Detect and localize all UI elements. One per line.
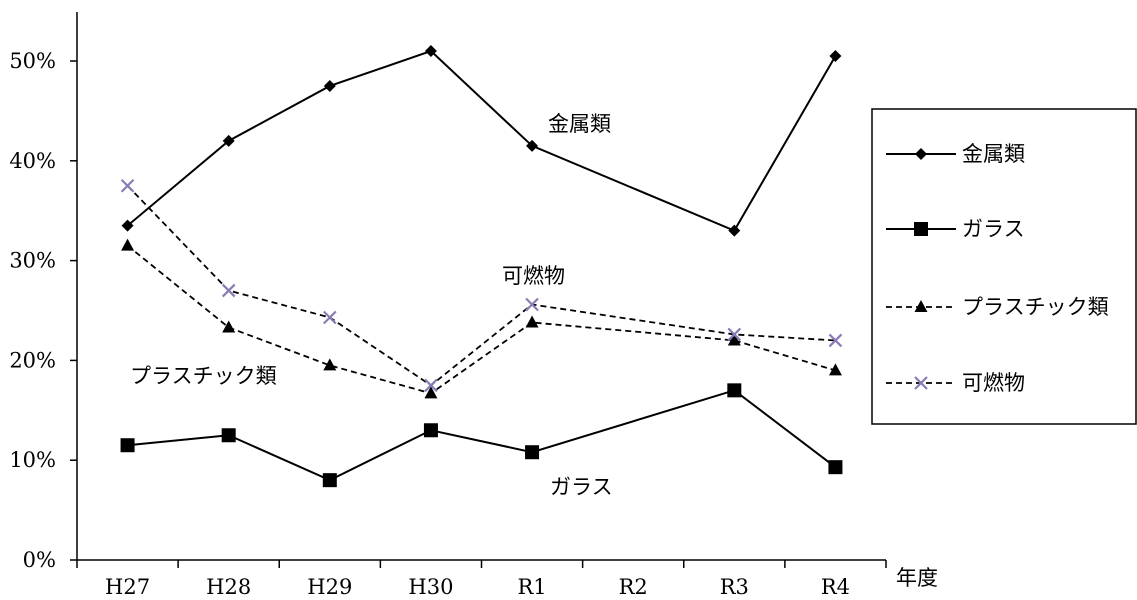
data-point	[525, 445, 540, 460]
data-point	[222, 320, 236, 333]
data-point	[424, 378, 438, 393]
data-point	[222, 134, 235, 147]
data-point	[120, 438, 135, 453]
data-point	[322, 473, 337, 488]
series-1	[120, 383, 843, 488]
legend-marker	[914, 376, 928, 390]
x-tick-label: R2	[619, 575, 648, 599]
y-tick-label: 10%	[9, 448, 56, 472]
data-point	[423, 423, 438, 438]
legend-label: ガラス	[962, 217, 1025, 241]
y-tick-label: 50%	[9, 49, 56, 73]
data-point	[828, 333, 843, 348]
x-tick-label: H30	[408, 575, 453, 599]
data-point	[525, 315, 539, 328]
series-annotation: 可燃物	[502, 264, 565, 288]
series-0	[121, 45, 842, 237]
legend-box	[871, 108, 1137, 425]
data-point	[525, 297, 539, 312]
data-point	[221, 428, 236, 443]
x-tick-label: R4	[821, 575, 850, 599]
series-3	[120, 178, 843, 393]
data-point	[121, 238, 135, 251]
x-tick-label: H28	[206, 575, 251, 599]
legend-marker	[914, 222, 928, 236]
data-point	[424, 45, 437, 58]
legend-marker	[914, 300, 928, 312]
axes: 0% 10% 20% 30% 40% 50% H27 H28 H29 H30 R1 R2 R3 R4 年度	[9, 12, 938, 599]
x-tick-label: H27	[105, 575, 150, 599]
data-point	[323, 310, 337, 325]
x-axis-title: 年度	[896, 566, 938, 590]
legend-item: 可燃物	[886, 371, 1025, 395]
data-point	[424, 386, 438, 399]
legend-item: プラスチック類	[886, 295, 1109, 319]
series-annotation: プラスチック類	[130, 364, 277, 388]
data-point	[828, 460, 843, 475]
legend-item: ガラス	[886, 217, 1025, 241]
legend-item: 金属類	[886, 142, 1025, 166]
data-point	[727, 333, 741, 346]
data-point	[323, 358, 337, 371]
legend-label: 可燃物	[962, 371, 1025, 395]
data-point	[828, 363, 842, 376]
data-point	[323, 79, 336, 92]
data-point	[526, 139, 539, 152]
series-layer	[120, 45, 843, 488]
x-tick-label: R1	[517, 575, 546, 599]
x-tick-label: H29	[307, 575, 352, 599]
data-point	[829, 50, 842, 63]
series-2	[121, 238, 842, 399]
data-point	[120, 178, 135, 193]
data-point	[121, 219, 134, 232]
data-point	[727, 383, 742, 398]
y-tick-label: 0%	[23, 548, 56, 572]
y-tick-label: 20%	[9, 348, 56, 372]
legend-label: 金属類	[962, 142, 1025, 166]
data-point	[728, 224, 741, 237]
series-annotation: ガラス	[550, 475, 613, 499]
y-tick-label: 40%	[9, 149, 56, 173]
series-annotation: 金属類	[548, 112, 611, 136]
legend-marker	[915, 148, 927, 160]
data-point	[221, 283, 236, 298]
y-tick-label: 30%	[9, 249, 56, 273]
data-point	[727, 327, 742, 342]
legend-label: プラスチック類	[962, 295, 1109, 319]
x-tick-label: R3	[720, 575, 749, 599]
